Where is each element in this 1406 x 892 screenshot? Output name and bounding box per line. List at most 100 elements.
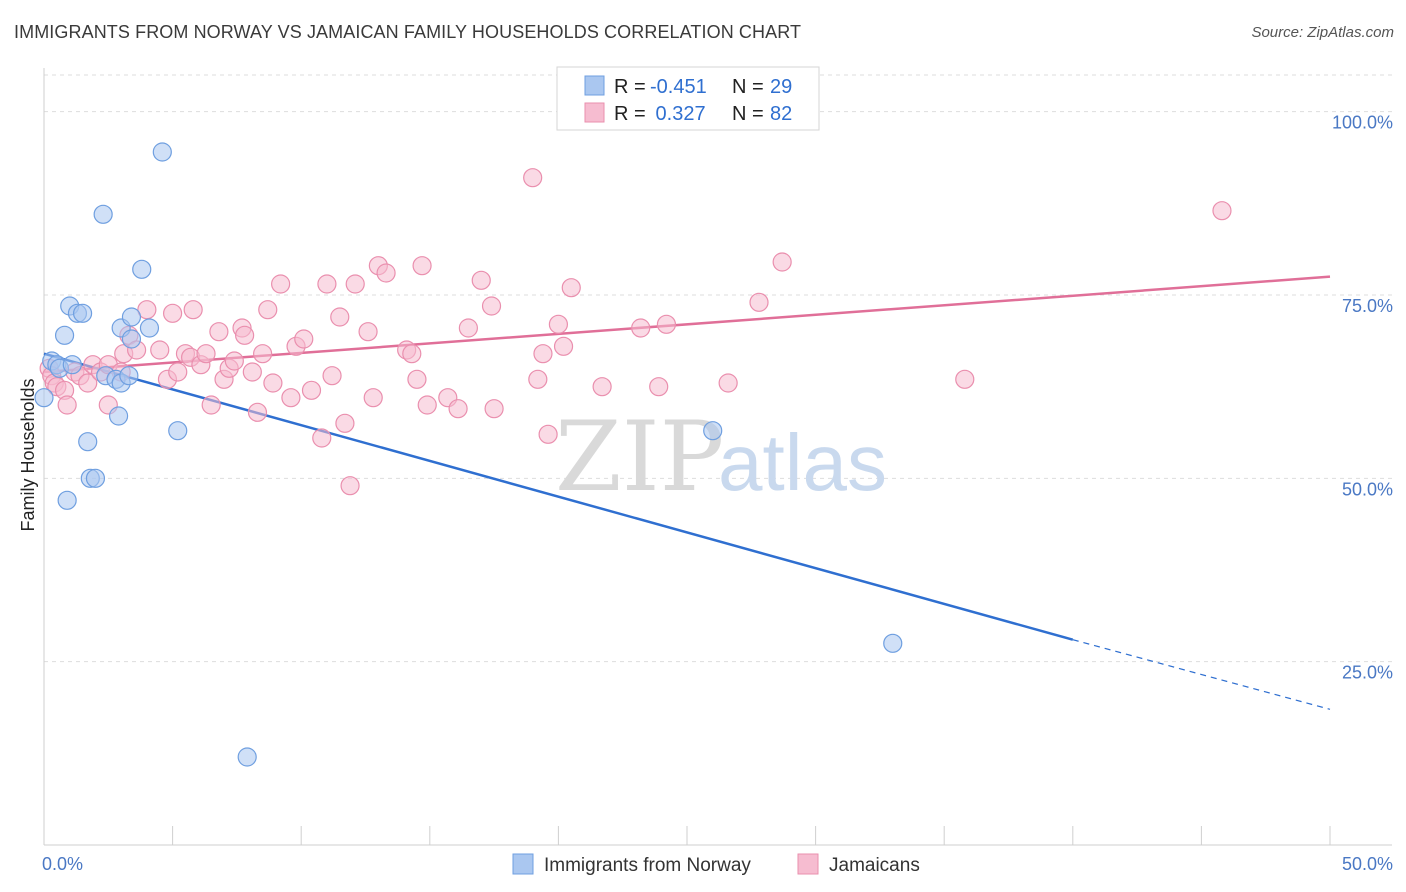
point-jamaicans bbox=[749, 292, 769, 312]
legend-label-jamaicans: Jamaicans bbox=[829, 855, 920, 876]
point-jamaicans bbox=[363, 388, 383, 408]
point-jamaicans bbox=[484, 399, 504, 419]
axes bbox=[43, 68, 1392, 846]
point-norway bbox=[72, 303, 93, 323]
legend-swatch-norway bbox=[512, 853, 534, 875]
point-jamaicans bbox=[631, 318, 651, 338]
legend-swatch-jamaicans bbox=[797, 853, 819, 875]
point-jamaicans bbox=[553, 336, 574, 356]
watermark: ZIP atlas bbox=[555, 401, 887, 513]
point-jamaicans bbox=[523, 168, 543, 188]
watermark-zip: ZIP bbox=[555, 401, 724, 513]
point-jamaicans bbox=[137, 300, 157, 320]
point-norway bbox=[237, 747, 257, 767]
point-jamaicans bbox=[772, 252, 792, 272]
point-norway bbox=[132, 259, 152, 279]
point-norway bbox=[121, 307, 142, 327]
point-jamaicans bbox=[407, 369, 427, 389]
point-norway bbox=[121, 329, 142, 349]
trend-line-norway bbox=[43, 352, 1074, 641]
point-jamaicans bbox=[412, 256, 432, 276]
legend-label-norway: Immigrants from Norway bbox=[544, 855, 751, 876]
point-norway bbox=[85, 468, 106, 488]
y-tick-label: 75.0% bbox=[1342, 296, 1393, 316]
point-jamaicans bbox=[417, 395, 437, 415]
point-jamaicans bbox=[196, 344, 216, 364]
point-jamaicans bbox=[312, 428, 332, 448]
point-jamaicans bbox=[335, 413, 355, 433]
source-label: Source: ZipAtlas.com bbox=[1251, 24, 1394, 41]
x-tick-labels: 0.0% 50.0% bbox=[42, 854, 1393, 874]
point-jamaicans bbox=[263, 373, 283, 393]
watermark-atlas: atlas bbox=[718, 418, 887, 507]
data-points bbox=[34, 142, 1232, 767]
x-tick-label: 50.0% bbox=[1342, 854, 1393, 874]
stats-r-label-blue: R = bbox=[614, 76, 646, 98]
stats-r-value-pink: 0.327 bbox=[650, 103, 706, 125]
point-jamaicans bbox=[183, 300, 203, 320]
point-jamaicans bbox=[538, 424, 558, 444]
point-jamaicans bbox=[458, 318, 478, 338]
point-jamaicans bbox=[402, 344, 422, 364]
stats-n-value-blue: 29 bbox=[770, 76, 792, 98]
point-norway bbox=[54, 325, 75, 345]
point-jamaicans bbox=[163, 303, 183, 323]
point-jamaicans bbox=[448, 399, 468, 419]
point-jamaicans bbox=[592, 377, 612, 397]
point-norway bbox=[139, 318, 160, 338]
point-norway bbox=[119, 366, 139, 386]
point-jamaicans bbox=[481, 296, 502, 316]
point-jamaicans bbox=[301, 380, 322, 400]
point-norway bbox=[57, 490, 77, 510]
stats-n-value-pink: 82 bbox=[770, 103, 792, 125]
point-jamaicans bbox=[340, 476, 360, 496]
point-norway bbox=[78, 432, 98, 452]
point-jamaicans bbox=[168, 362, 188, 382]
y-tick-label: 25.0% bbox=[1342, 663, 1393, 683]
point-jamaicans bbox=[150, 340, 170, 360]
point-norway bbox=[34, 388, 54, 408]
stats-legend-box: R = -0.451 N = 29 R = 0.327 N = 82 bbox=[556, 66, 820, 131]
point-jamaicans bbox=[955, 369, 975, 389]
x-tick-label: 0.0% bbox=[42, 854, 83, 874]
point-norway bbox=[93, 204, 113, 224]
y-tick-label: 50.0% bbox=[1342, 479, 1393, 499]
stats-r-value-blue: -0.451 bbox=[650, 76, 707, 98]
point-jamaicans bbox=[235, 325, 255, 345]
stats-swatch-blue bbox=[584, 75, 605, 96]
point-jamaicans bbox=[317, 274, 337, 294]
stats-swatch-pink bbox=[584, 102, 605, 123]
stats-r-label-pink: R = bbox=[614, 103, 646, 125]
point-jamaicans bbox=[209, 322, 229, 342]
point-jamaicans bbox=[358, 322, 378, 342]
point-norway bbox=[152, 142, 172, 162]
point-jamaicans bbox=[528, 369, 548, 389]
point-jamaicans bbox=[330, 307, 350, 327]
point-norway bbox=[168, 421, 188, 441]
point-jamaicans bbox=[294, 329, 314, 349]
point-jamaicans bbox=[224, 351, 244, 371]
point-jamaicans bbox=[78, 373, 98, 393]
y-tick-labels: 25.0% 50.0% 75.0% 100.0% bbox=[1332, 113, 1393, 683]
point-jamaicans bbox=[247, 402, 268, 422]
point-jamaicans bbox=[57, 395, 77, 415]
stats-n-label-blue: N = bbox=[732, 76, 764, 98]
point-norway bbox=[883, 633, 903, 653]
trend-line-norway-extension bbox=[1072, 639, 1331, 710]
point-jamaicans bbox=[201, 395, 221, 415]
y-tick-label: 100.0% bbox=[1332, 113, 1393, 133]
point-jamaicans bbox=[548, 314, 569, 334]
point-jamaicans bbox=[322, 366, 342, 386]
point-jamaicans bbox=[1212, 201, 1232, 221]
point-norway bbox=[62, 355, 82, 375]
point-jamaicans bbox=[718, 373, 738, 393]
point-norway bbox=[108, 406, 129, 426]
point-jamaicans bbox=[345, 274, 365, 294]
point-jamaicans bbox=[533, 344, 553, 364]
bottom-legend: Immigrants from Norway Jamaicans bbox=[512, 853, 920, 876]
point-jamaicans bbox=[253, 344, 273, 364]
point-jamaicans bbox=[471, 270, 491, 290]
point-jamaicans bbox=[258, 300, 278, 320]
point-jamaicans bbox=[242, 362, 262, 382]
